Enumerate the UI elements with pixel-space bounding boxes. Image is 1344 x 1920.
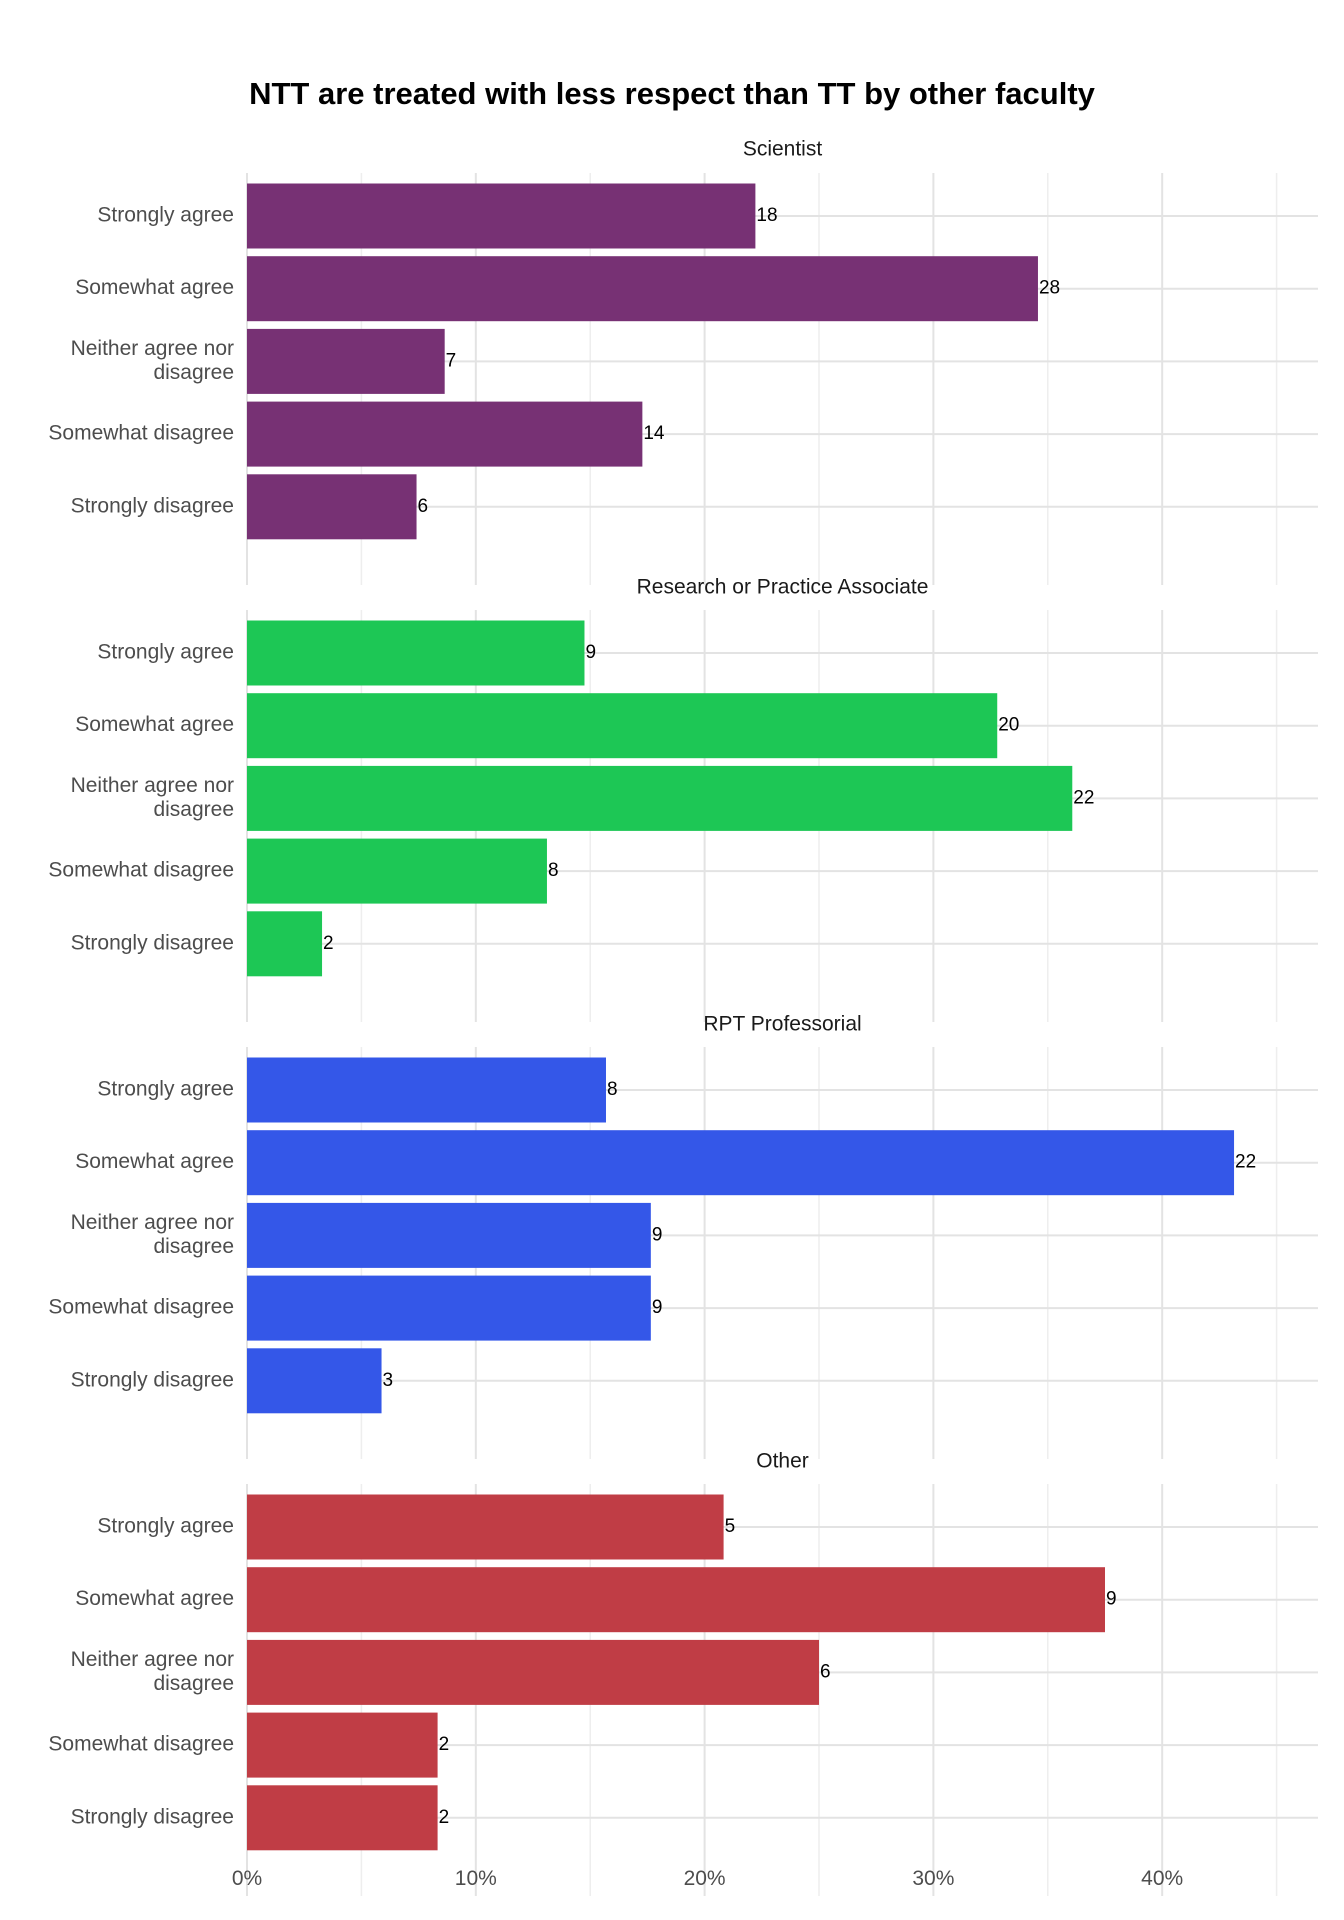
bar-count-label: 20 xyxy=(998,715,1019,736)
category-label-line: Neither agree nor xyxy=(71,774,234,797)
category-label: Neither agree nor disagree xyxy=(71,1211,234,1258)
bar xyxy=(247,620,585,686)
category-label-line: disagree xyxy=(153,798,234,821)
bar xyxy=(247,256,1038,322)
facet-title: Other xyxy=(756,1450,809,1473)
category-label-line: disagree xyxy=(153,1235,234,1258)
category-label: Neither agree nor disagree xyxy=(71,1648,234,1695)
bar-count-label: 2 xyxy=(439,1734,450,1755)
bar xyxy=(247,1130,1235,1196)
bar xyxy=(247,1202,651,1268)
bar-count-label: 5 xyxy=(725,1516,736,1537)
bar-count-label: 9 xyxy=(585,642,596,663)
category-label: Strongly agree xyxy=(97,1515,234,1538)
bar-count-label: 9 xyxy=(1106,1589,1117,1610)
bar-count-label: 28 xyxy=(1039,278,1060,299)
x-tick-label: 0% xyxy=(232,1867,262,1890)
category-label: Somewhat agree xyxy=(75,1587,234,1610)
bar-count-label: 22 xyxy=(1073,787,1094,808)
bar xyxy=(247,1057,606,1123)
facet-panel: Scientist Strongly agree 18 Somewhat agree 2… xyxy=(48,138,1318,585)
category-label: Neither agree nor disagree xyxy=(71,774,234,821)
category-label: Strongly disagree xyxy=(71,1805,234,1828)
facet-panel: Other Strongly agree 5 Somewhat agree 9 Neith… xyxy=(48,1450,1318,1896)
x-tick-label: 30% xyxy=(912,1867,954,1890)
category-label-line: Neither agree nor xyxy=(71,1211,234,1234)
category-label: Strongly agree xyxy=(97,1078,234,1101)
x-tick-label: 20% xyxy=(684,1867,726,1890)
bar xyxy=(247,693,998,759)
category-label-line: Neither agree nor xyxy=(71,1648,234,1671)
category-label: Somewhat agree xyxy=(75,713,234,736)
facet-title: Research or Practice Associate xyxy=(637,576,929,599)
category-label: Strongly disagree xyxy=(71,931,234,954)
bar-count-label: 3 xyxy=(383,1370,394,1391)
bar-count-label: 2 xyxy=(323,933,334,954)
category-label: Somewhat agree xyxy=(75,276,234,299)
bar-count-label: 6 xyxy=(418,496,429,517)
bar xyxy=(247,1348,382,1414)
category-label-line: disagree xyxy=(153,361,234,384)
category-label: Strongly disagree xyxy=(71,1368,234,1391)
bar xyxy=(247,1785,438,1851)
x-tick-label: 40% xyxy=(1141,1867,1183,1890)
bar-count-label: 8 xyxy=(607,1079,618,1100)
chart-title: NTT are treated with less respect than T… xyxy=(249,76,1096,111)
bar-count-label: 9 xyxy=(652,1224,663,1245)
facet-panel: Research or Practice Associate Strongly a… xyxy=(48,576,1318,1022)
bar xyxy=(247,1639,819,1705)
bar xyxy=(247,1712,438,1778)
bar-count-label: 14 xyxy=(643,423,665,444)
bar-count-label: 18 xyxy=(756,205,777,226)
bar-count-label: 2 xyxy=(439,1807,450,1828)
bar xyxy=(247,1567,1105,1633)
category-label: Strongly agree xyxy=(97,641,234,664)
bar-count-label: 8 xyxy=(548,860,559,881)
category-label: Somewhat disagree xyxy=(48,1733,234,1756)
category-label: Somewhat disagree xyxy=(48,859,234,882)
bar xyxy=(247,1494,724,1560)
bar-count-label: 9 xyxy=(652,1297,663,1318)
bar xyxy=(247,1275,651,1341)
bar xyxy=(247,328,445,394)
bar xyxy=(247,838,547,904)
bar xyxy=(247,765,1073,831)
category-label-line: Neither agree nor xyxy=(71,337,234,360)
category-label: Somewhat agree xyxy=(75,1150,234,1173)
bar xyxy=(247,474,417,540)
bar-count-label: 7 xyxy=(446,350,457,371)
category-label: Somewhat disagree xyxy=(48,1296,234,1319)
facet-title: RPT Professorial xyxy=(703,1013,861,1036)
facet-title: Scientist xyxy=(743,138,823,161)
category-label: Strongly disagree xyxy=(71,494,234,517)
facets-group: Scientist Strongly agree 18 Somewhat agree 2… xyxy=(48,138,1318,1896)
bar-count-label: 6 xyxy=(820,1661,831,1682)
category-label-line: disagree xyxy=(153,1672,234,1695)
bar xyxy=(247,401,643,467)
facet-panel: RPT Professorial Strongly agree 8 Somewhat … xyxy=(48,1013,1318,1459)
category-label: Strongly agree xyxy=(97,204,234,227)
bar-count-label: 22 xyxy=(1235,1152,1256,1173)
bar xyxy=(247,183,756,249)
bar xyxy=(247,911,323,977)
category-label: Neither agree nor disagree xyxy=(71,337,234,384)
x-tick-label: 10% xyxy=(455,1867,497,1890)
category-label: Somewhat disagree xyxy=(48,422,234,445)
x-axis: 0% 10% 20% 30% 40% xyxy=(232,1867,1183,1890)
